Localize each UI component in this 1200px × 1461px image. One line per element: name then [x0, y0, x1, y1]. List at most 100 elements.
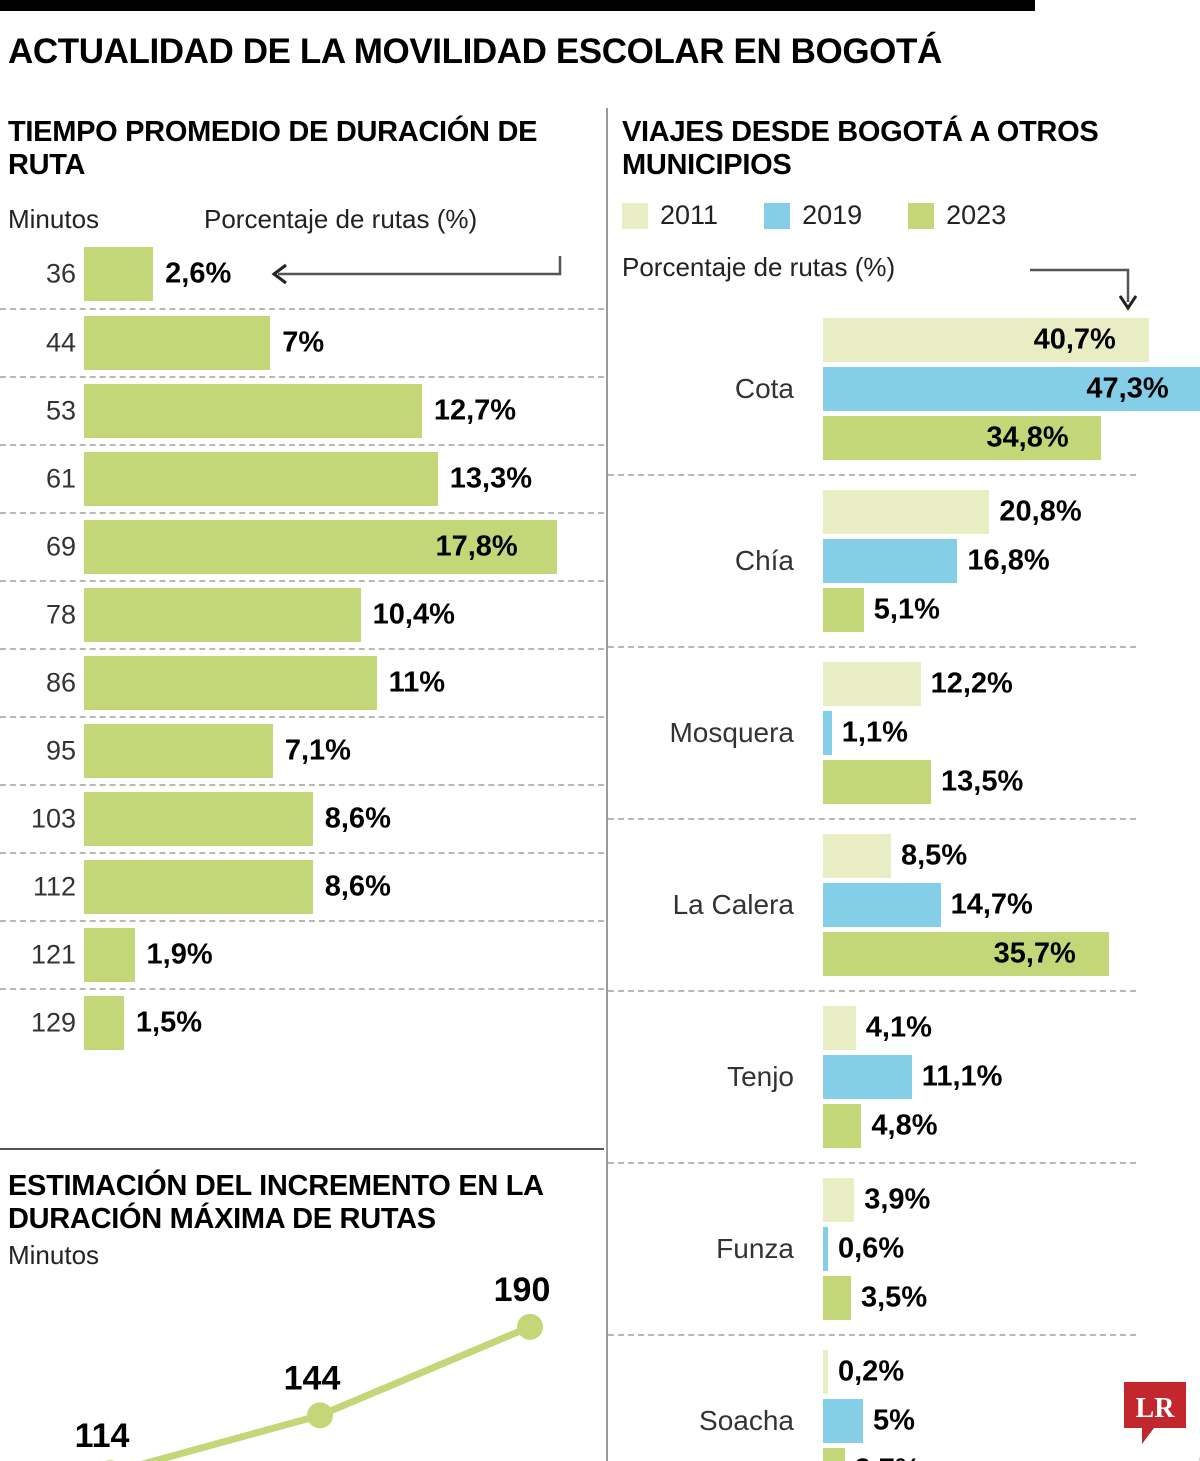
- right-bar-value-label: 4,1%: [865, 1011, 932, 1044]
- left-bar-category-label: 69: [45, 531, 76, 562]
- left-bar-value-label: 8,6%: [324, 870, 391, 903]
- right-callout-arrow: [1028, 258, 1148, 318]
- left-bar-track: [84, 724, 273, 778]
- legend-item-2023[interactable]: 2023: [908, 200, 1006, 231]
- left-bar-category-label: 36: [45, 258, 76, 289]
- left-bar-fill: [84, 996, 124, 1050]
- right-bar-fill-2011: [823, 1006, 856, 1050]
- left-bar-row: 103 8,6%: [0, 784, 604, 852]
- right-bar-row: 12,2%: [823, 662, 1136, 706]
- left-bar-track: [84, 316, 271, 370]
- left-bar-fill: [84, 247, 154, 301]
- right-bar-value-label: 0,6%: [838, 1232, 905, 1265]
- legend-item-2019[interactable]: 2019: [764, 200, 862, 231]
- left-bar-value-label: 13,3%: [449, 462, 532, 495]
- right-bar-row: 5,1%: [823, 588, 1136, 632]
- left-bar-fill: [84, 724, 273, 778]
- left-bar-row: 129 1,5%: [0, 988, 604, 1056]
- right-bar-group: Chía 20,8% 16,8% 5,1%: [608, 474, 1136, 646]
- legend-swatch-icon: [764, 202, 791, 229]
- right-bar-fill-2011: [823, 1350, 828, 1394]
- right-bar-value-label: 34,8%: [986, 421, 1069, 454]
- left-bar-track: [84, 452, 438, 506]
- left-bar-row: 53 12,7%: [0, 376, 604, 444]
- left-bar-row: 69 17,8%: [0, 512, 604, 580]
- right-chart-title: VIAJES DESDE BOGOTÁ A OTROS MUNICIPIOS: [622, 116, 1099, 181]
- right-bar-row: 13,5%: [823, 760, 1136, 804]
- lr-logo: LR: [1124, 1382, 1186, 1448]
- right-bar-group: Mosquera 12,2% 1,1% 13,5%: [608, 646, 1136, 818]
- right-bar-row: 40,7%: [823, 318, 1149, 362]
- right-bar-row: 16,8%: [823, 539, 1136, 583]
- left-bar-track: [84, 928, 135, 982]
- left-bar-row: 36 2,6%: [0, 240, 604, 308]
- right-bar-fill-2011: [823, 318, 1149, 362]
- right-bar-value-label: 4,8%: [871, 1109, 938, 1142]
- right-bar-fill-2019: [823, 711, 832, 755]
- right-bar-row: 0,6%: [823, 1227, 1136, 1271]
- source-credit: Fuente: OnTrack / Gráfico: LR-ER: [1196, 1337, 1200, 1461]
- left-bar-category-label: 121: [30, 939, 76, 970]
- right-bar-group-label: Cota: [734, 373, 794, 404]
- left-bar-fill: [84, 792, 313, 846]
- right-bar-group-label: Chía: [734, 545, 794, 576]
- left-bar-fill: [84, 860, 313, 914]
- left-panel-separator: [0, 1148, 604, 1150]
- left-bar-track: [84, 520, 558, 574]
- right-bar-fill-2023: [823, 416, 1102, 460]
- right-bar-group-bars: 40,7% 47,3% 34,8%: [823, 318, 1200, 460]
- right-panel: VIAJES DESDE BOGOTÁ A OTROS MUNICIPIOS 2…: [608, 108, 1200, 1461]
- right-bar-value-label: 47,3%: [1086, 372, 1169, 405]
- left-bar-fill: [84, 588, 361, 642]
- left-bar-chart: 36 2,6% 44 7% 53 12,7% 61 13,3% 69 17,8% 78 10,4% 86…: [0, 240, 604, 1056]
- right-bar-row: 20,8%: [823, 490, 1136, 534]
- right-bar-value-label: 3,9%: [864, 1183, 931, 1216]
- left-bar-track: [84, 860, 313, 914]
- right-bar-group-label: Tenjo: [727, 1061, 794, 1092]
- left-bar-value-label: 2,6%: [165, 257, 232, 290]
- right-bar-row: 4,1%: [823, 1006, 1136, 1050]
- left-bar-fill: [84, 316, 271, 370]
- right-bar-fill-2019: [823, 883, 941, 927]
- right-bar-row: 3,9%: [823, 1178, 1136, 1222]
- right-bar-row: 1,1%: [823, 711, 1136, 755]
- right-bar-value-label: 2,7%: [855, 1454, 921, 1461]
- right-bar-fill-2019: [823, 1055, 912, 1099]
- left-chart-title-block: TIEMPO PROMEDIO DE DURACIÓN DE RUTA: [8, 116, 598, 182]
- left-bar-fill: [84, 656, 377, 710]
- left-bar-track: [84, 588, 361, 642]
- right-bar-group: Tenjo 4,1% 11,1% 4,8%: [608, 990, 1136, 1162]
- right-bar-value-label: 11,1%: [921, 1060, 1003, 1093]
- right-bar-group: Cota 40,7% 47,3% 34,8%: [608, 304, 1200, 474]
- legend-swatch-icon: [908, 202, 935, 229]
- legend-label: 2011: [660, 200, 719, 230]
- line-chart-title: ESTIMACIÓN DEL INCREMENTO EN LA DURACIÓN…: [8, 1170, 543, 1235]
- top-rule-decoration: [0, 0, 1035, 11]
- left-chart-title: TIEMPO PROMEDIO DE DURACIÓN DE RUTA: [8, 116, 538, 181]
- left-bar-row: 78 10,4%: [0, 580, 604, 648]
- right-bar-fill-2023: [823, 1104, 862, 1148]
- right-bar-row: 47,3%: [823, 367, 1200, 411]
- right-bar-value-label: 16,8%: [967, 544, 1050, 577]
- right-bar-value-label: 35,7%: [993, 937, 1076, 970]
- left-axis-label-minutos: Minutos: [8, 204, 100, 234]
- legend-item-2011[interactable]: 2011: [622, 200, 718, 231]
- left-axis-label-percent: Porcentaje de rutas (%): [204, 204, 478, 234]
- right-bar-group-bars: 3,9% 0,6% 3,5%: [823, 1178, 1136, 1320]
- right-bar-value-label: 8,5%: [901, 839, 968, 872]
- right-bar-group-label: Funza: [716, 1233, 794, 1264]
- left-bar-value-label: 17,8%: [435, 530, 518, 563]
- right-bar-group-bars: 8,5% 14,7% 35,7%: [823, 834, 1136, 976]
- right-bar-group: Soacha 0,2% 5% 2,7%: [608, 1334, 1136, 1461]
- right-bar-row: 0,2%: [823, 1350, 1136, 1394]
- right-bar-row: 11,1%: [823, 1055, 1136, 1099]
- left-bar-row: 121 1,9%: [0, 920, 604, 988]
- left-bar-track: [84, 384, 422, 438]
- right-bar-value-label: 40,7%: [1033, 323, 1116, 356]
- right-bar-fill-2011: [823, 1178, 855, 1222]
- right-bar-group-bars: 4,1% 11,1% 4,8%: [823, 1006, 1136, 1148]
- left-bar-value-label: 10,4%: [372, 598, 455, 631]
- right-bar-value-label: 5,1%: [873, 593, 940, 626]
- left-bar-fill: [84, 520, 558, 574]
- right-bar-group: Funza 3,9% 0,6% 3,5%: [608, 1162, 1136, 1334]
